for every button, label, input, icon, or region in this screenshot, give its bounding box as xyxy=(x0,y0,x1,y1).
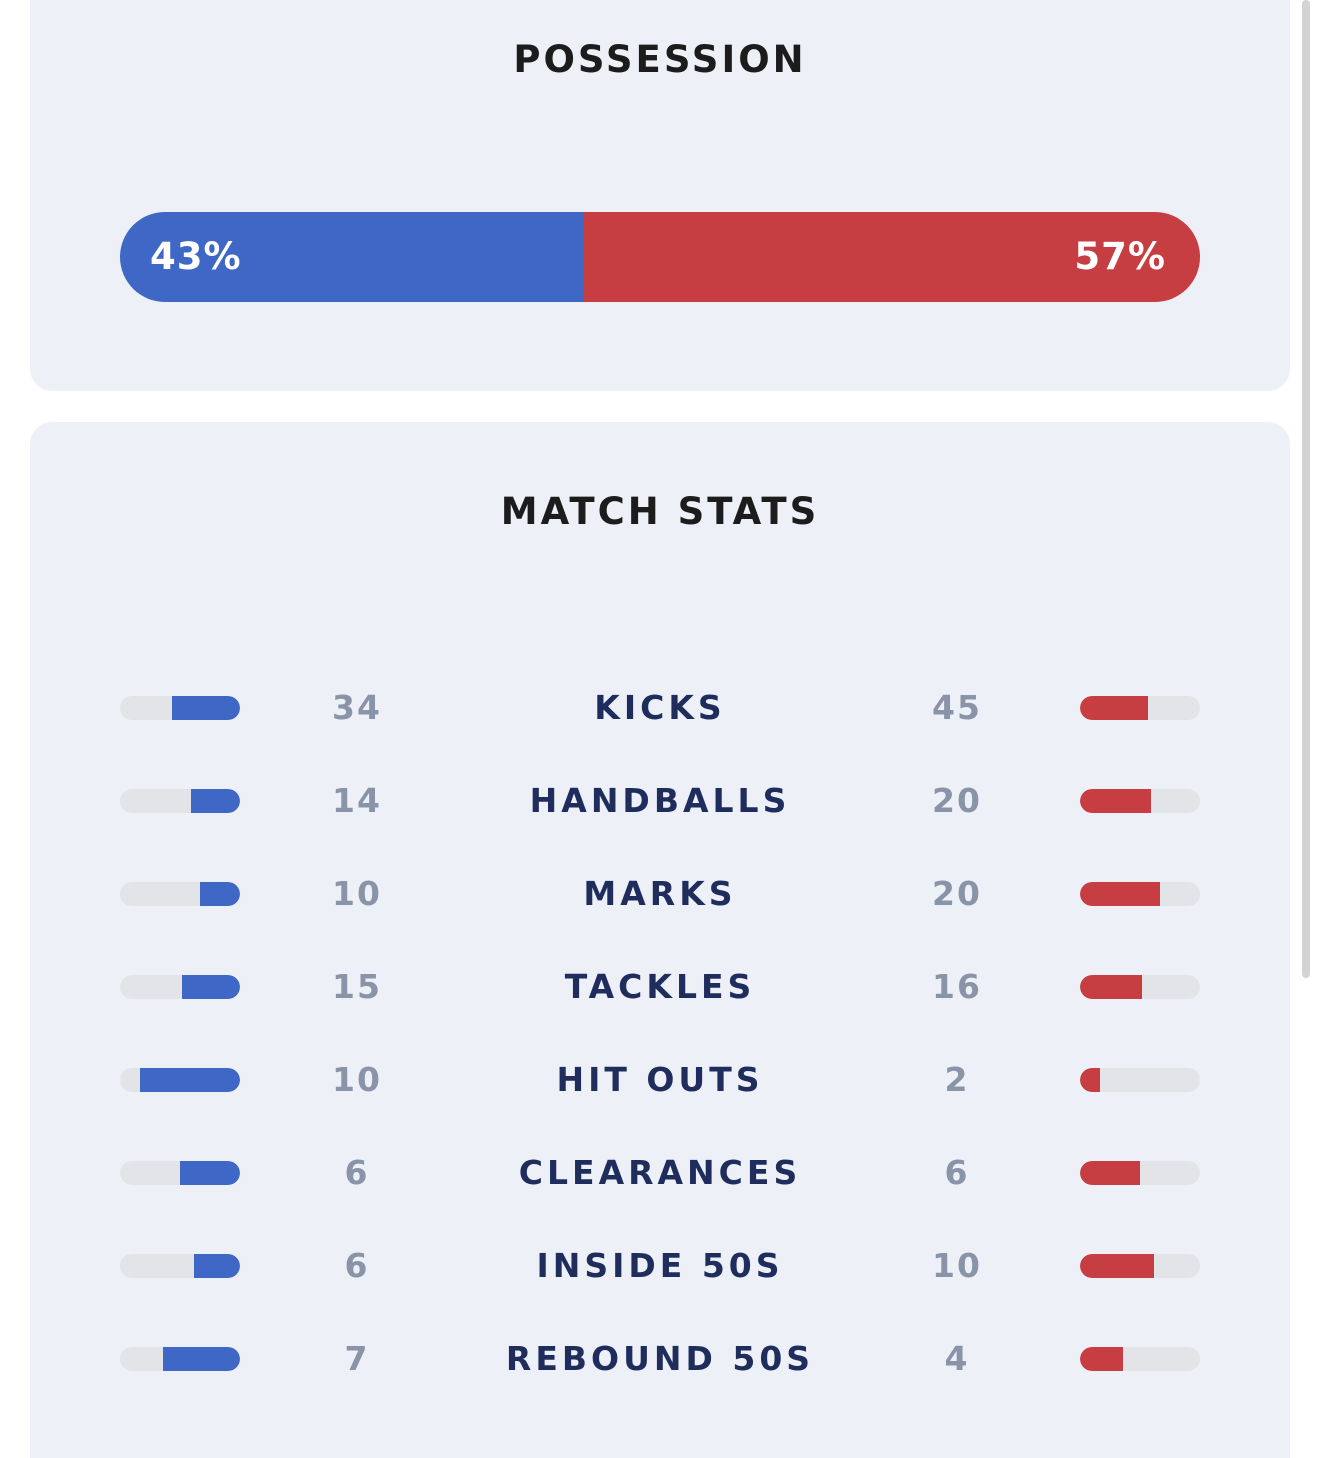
stat-row: 6 INSIDE 50S 10 xyxy=(30,1236,1290,1296)
home-stat-bar-fill xyxy=(140,1068,240,1092)
home-stat-bar xyxy=(120,882,240,906)
away-stat-value: 20 xyxy=(932,781,982,820)
home-stat-bar xyxy=(120,975,240,999)
home-stat-value: 14 xyxy=(332,781,382,820)
possession-away-segment: 57% xyxy=(584,212,1200,302)
away-stat-bar xyxy=(1080,696,1200,720)
away-stat-bar-fill xyxy=(1080,1254,1155,1278)
home-stat-bar xyxy=(120,789,240,813)
stat-row: 15 TACKLES 16 xyxy=(30,957,1290,1017)
away-stat-bar-fill xyxy=(1080,1068,1101,1092)
home-stat-bar-fill xyxy=(163,1347,240,1371)
home-stat-value: 6 xyxy=(344,1153,370,1192)
possession-home-label: 43% xyxy=(150,235,242,278)
scrollbar[interactable] xyxy=(1302,0,1310,978)
away-stat-bar-fill xyxy=(1080,1161,1140,1185)
stat-row: 10 MARKS 20 xyxy=(30,864,1290,924)
possession-away-label: 57% xyxy=(1074,235,1166,278)
home-stat-value: 6 xyxy=(344,1246,370,1285)
stat-row: 10 HIT OUTS 2 xyxy=(30,1050,1290,1110)
stat-row: 6 CLEARANCES 6 xyxy=(30,1143,1290,1203)
away-stat-bar xyxy=(1080,882,1200,906)
stat-label: HIT OUTS xyxy=(556,1060,764,1099)
stat-row: 34 KICKS 45 xyxy=(30,678,1290,738)
stat-label: HANDBALLS xyxy=(529,781,791,820)
stat-label: CLEARANCES xyxy=(518,1153,802,1192)
stat-label: MARKS xyxy=(583,874,737,913)
home-stat-bar-fill xyxy=(180,1161,240,1185)
stat-row: 14 HANDBALLS 20 xyxy=(30,771,1290,831)
possession-bar: 43% 57% xyxy=(120,212,1200,302)
possession-title: POSSESSION xyxy=(513,38,807,81)
home-stat-bar-fill xyxy=(200,882,240,906)
match-stats-title: MATCH STATS xyxy=(500,490,820,533)
away-stat-bar-fill xyxy=(1080,975,1143,999)
away-stat-bar-fill xyxy=(1080,696,1149,720)
home-stat-bar xyxy=(120,696,240,720)
away-stat-bar xyxy=(1080,975,1200,999)
stat-label: KICKS xyxy=(594,688,726,727)
away-stat-bar xyxy=(1080,789,1200,813)
match-stats-card: MATCH STATS 34 KICKS 45 14 HANDBALLS 20 10 MARK… xyxy=(30,422,1290,1458)
home-stat-value: 34 xyxy=(332,688,382,727)
possession-home-segment: 43% xyxy=(120,212,585,302)
away-stat-value: 2 xyxy=(944,1060,970,1099)
home-stat-value: 10 xyxy=(332,874,382,913)
home-stat-bar xyxy=(120,1161,240,1185)
stat-label: INSIDE 50S xyxy=(536,1246,784,1285)
away-stat-value: 20 xyxy=(932,874,982,913)
home-stat-bar xyxy=(120,1254,240,1278)
stat-row: 7 REBOUND 50S 4 xyxy=(30,1329,1290,1389)
away-stat-value: 6 xyxy=(944,1153,970,1192)
home-stat-value: 7 xyxy=(344,1339,370,1378)
stat-label: TACKLES xyxy=(564,967,756,1006)
away-stat-bar xyxy=(1080,1254,1200,1278)
home-stat-value: 10 xyxy=(332,1060,382,1099)
home-stat-bar-fill xyxy=(171,696,240,720)
home-stat-bar-fill xyxy=(194,1254,240,1278)
home-stat-bar-fill xyxy=(190,789,240,813)
away-stat-value: 4 xyxy=(944,1339,970,1378)
home-stat-value: 15 xyxy=(332,967,382,1006)
stat-label: REBOUND 50S xyxy=(505,1339,815,1378)
away-stat-value: 16 xyxy=(932,967,982,1006)
home-stat-bar xyxy=(120,1347,240,1371)
away-stat-value: 45 xyxy=(932,688,982,727)
home-stat-bar-fill xyxy=(182,975,240,999)
home-stat-bar xyxy=(120,1068,240,1092)
away-stat-bar xyxy=(1080,1161,1200,1185)
away-stat-bar xyxy=(1080,1068,1200,1092)
away-stat-bar-fill xyxy=(1080,789,1151,813)
away-stat-value: 10 xyxy=(932,1246,982,1285)
away-stat-bar-fill xyxy=(1080,1347,1124,1371)
away-stat-bar xyxy=(1080,1347,1200,1371)
away-stat-bar-fill xyxy=(1080,882,1161,906)
possession-card: POSSESSION 43% 57% xyxy=(30,0,1290,391)
